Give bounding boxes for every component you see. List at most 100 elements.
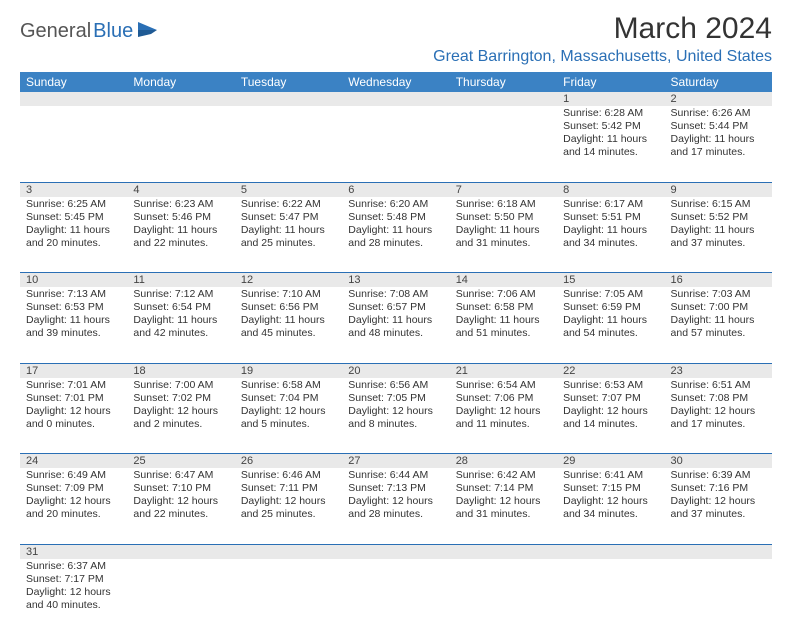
sunset-text: Sunset: 7:07 PM [563,392,658,405]
day-number-cell [235,92,342,106]
day-cell: Sunrise: 6:46 AMSunset: 7:11 PMDaylight:… [235,468,342,544]
daylight-text-1: Daylight: 12 hours [26,495,121,508]
daylight-text-2: and 22 minutes. [133,237,228,250]
day-cell [20,106,127,182]
sunset-text: Sunset: 7:05 PM [348,392,443,405]
day-number-cell: 2 [665,92,772,106]
daylight-text-2: and 0 minutes. [26,418,121,431]
day-number-cell: 9 [665,182,772,197]
day-number-cell: 15 [557,273,664,288]
day-cell: Sunrise: 7:13 AMSunset: 6:53 PMDaylight:… [20,287,127,363]
daylight-text-2: and 28 minutes. [348,237,443,250]
daylight-text-2: and 25 minutes. [241,237,336,250]
daylight-text-2: and 34 minutes. [563,508,658,521]
sunrise-text: Sunrise: 6:28 AM [563,107,658,120]
day-cell [127,559,234,635]
day-number-cell: 22 [557,363,664,378]
sunset-text: Sunset: 5:47 PM [241,211,336,224]
daylight-text-1: Daylight: 12 hours [348,405,443,418]
month-title: March 2024 [433,12,772,46]
day-cell: Sunrise: 7:10 AMSunset: 6:56 PMDaylight:… [235,287,342,363]
day-number-cell: 13 [342,273,449,288]
day-cell: Sunrise: 7:08 AMSunset: 6:57 PMDaylight:… [342,287,449,363]
day-cell [450,559,557,635]
day-cell: Sunrise: 7:00 AMSunset: 7:02 PMDaylight:… [127,378,234,454]
day-number-cell [557,544,664,559]
sunset-text: Sunset: 7:13 PM [348,482,443,495]
daylight-text-2: and 22 minutes. [133,508,228,521]
day-number-cell: 28 [450,454,557,469]
daylight-text-2: and 37 minutes. [671,508,766,521]
calendar-body: 12Sunrise: 6:28 AMSunset: 5:42 PMDayligh… [20,92,772,635]
day-number-cell: 7 [450,182,557,197]
day-cell: Sunrise: 7:03 AMSunset: 7:00 PMDaylight:… [665,287,772,363]
day-cell: Sunrise: 6:22 AMSunset: 5:47 PMDaylight:… [235,197,342,273]
day-cell: Sunrise: 6:37 AMSunset: 7:17 PMDaylight:… [20,559,127,635]
day-cell: Sunrise: 6:58 AMSunset: 7:04 PMDaylight:… [235,378,342,454]
title-block: March 2024 Great Barrington, Massachuset… [433,12,772,66]
daylight-text-1: Daylight: 11 hours [456,314,551,327]
day-cell: Sunrise: 6:56 AMSunset: 7:05 PMDaylight:… [342,378,449,454]
day-cell [342,106,449,182]
day-number-cell: 29 [557,454,664,469]
day-number-cell: 14 [450,273,557,288]
brand-logo: General Blue [20,12,159,43]
sunset-text: Sunset: 6:59 PM [563,301,658,314]
daylight-text-1: Daylight: 12 hours [241,405,336,418]
dow-header: Monday [127,72,234,92]
dow-header: Sunday [20,72,127,92]
day-cell [342,559,449,635]
day-cell: Sunrise: 6:23 AMSunset: 5:46 PMDaylight:… [127,197,234,273]
sunrise-text: Sunrise: 6:23 AM [133,198,228,211]
day-cell [235,106,342,182]
sunrise-text: Sunrise: 6:26 AM [671,107,766,120]
day-cell: Sunrise: 6:25 AMSunset: 5:45 PMDaylight:… [20,197,127,273]
sunset-text: Sunset: 5:50 PM [456,211,551,224]
sunrise-text: Sunrise: 6:37 AM [26,560,121,573]
daylight-text-1: Daylight: 11 hours [241,314,336,327]
sunset-text: Sunset: 5:46 PM [133,211,228,224]
sunset-text: Sunset: 7:16 PM [671,482,766,495]
sunset-text: Sunset: 7:09 PM [26,482,121,495]
day-number-cell [450,544,557,559]
sunrise-text: Sunrise: 6:54 AM [456,379,551,392]
daylight-text-1: Daylight: 11 hours [348,314,443,327]
day-number-cell: 12 [235,273,342,288]
sunset-text: Sunset: 7:15 PM [563,482,658,495]
daylight-text-2: and 2 minutes. [133,418,228,431]
daylight-text-1: Daylight: 11 hours [563,224,658,237]
sunset-text: Sunset: 5:51 PM [563,211,658,224]
daylight-text-1: Daylight: 12 hours [26,586,121,599]
day-number-cell: 25 [127,454,234,469]
daylight-text-1: Daylight: 11 hours [456,224,551,237]
day-cell [235,559,342,635]
day-cell: Sunrise: 6:41 AMSunset: 7:15 PMDaylight:… [557,468,664,544]
location-subtitle: Great Barrington, Massachusetts, United … [433,48,772,66]
sunrise-text: Sunrise: 6:39 AM [671,469,766,482]
sunrise-text: Sunrise: 7:00 AM [133,379,228,392]
daylight-text-1: Daylight: 11 hours [563,314,658,327]
daylight-text-1: Daylight: 12 hours [133,405,228,418]
sunrise-text: Sunrise: 7:12 AM [133,288,228,301]
day-number-cell: 17 [20,363,127,378]
day-cell [557,559,664,635]
day-number-cell: 4 [127,182,234,197]
daylight-text-2: and 25 minutes. [241,508,336,521]
sunrise-text: Sunrise: 6:18 AM [456,198,551,211]
daylight-text-2: and 28 minutes. [348,508,443,521]
daylight-text-1: Daylight: 12 hours [456,405,551,418]
sunrise-text: Sunrise: 6:22 AM [241,198,336,211]
sunrise-text: Sunrise: 7:13 AM [26,288,121,301]
daylight-text-1: Daylight: 11 hours [671,314,766,327]
daylight-text-2: and 42 minutes. [133,327,228,340]
sunrise-text: Sunrise: 6:42 AM [456,469,551,482]
sunrise-text: Sunrise: 7:10 AM [241,288,336,301]
sunset-text: Sunset: 6:54 PM [133,301,228,314]
day-cell: Sunrise: 6:39 AMSunset: 7:16 PMDaylight:… [665,468,772,544]
daylight-text-2: and 39 minutes. [26,327,121,340]
day-cell: Sunrise: 6:26 AMSunset: 5:44 PMDaylight:… [665,106,772,182]
day-number-cell [450,92,557,106]
daylight-text-2: and 48 minutes. [348,327,443,340]
day-cell: Sunrise: 6:44 AMSunset: 7:13 PMDaylight:… [342,468,449,544]
dow-header: Wednesday [342,72,449,92]
